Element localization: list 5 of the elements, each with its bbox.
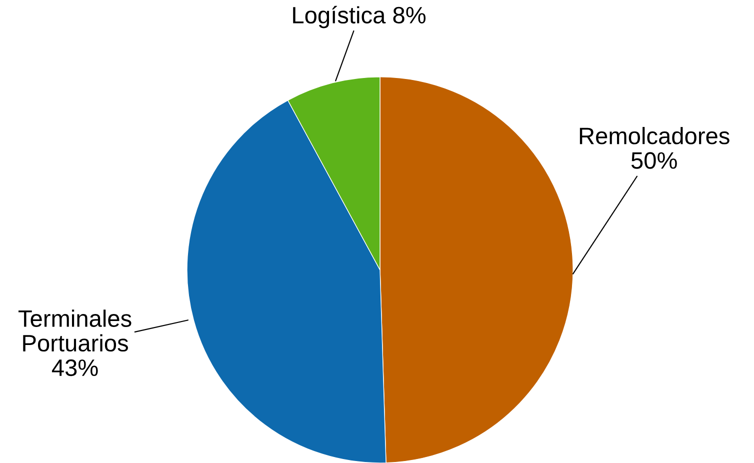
slice-label: Logística 8% [293,6,426,28]
data-label: 43% [52,359,98,376]
slice-label: Remolcadores [580,126,730,144]
slice-label: Terminales Portuarios [18,310,132,352]
data-label: 50% [631,152,677,169]
